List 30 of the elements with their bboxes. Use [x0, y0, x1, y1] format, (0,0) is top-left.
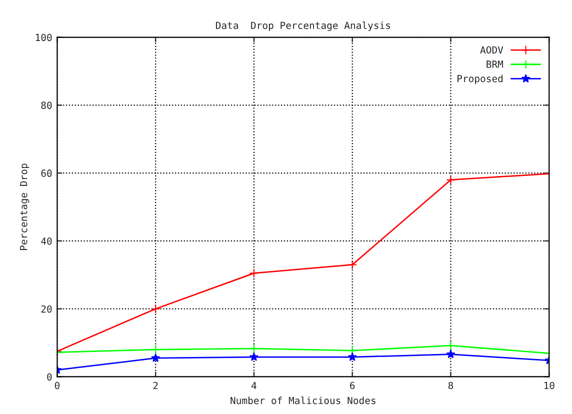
point: [249, 352, 258, 361]
y-tick-label: 100: [36, 34, 52, 42]
point: [348, 346, 358, 356]
y-tick-label: 20: [41, 305, 52, 313]
y-tick-label: 60: [41, 170, 52, 177]
y-tick-label: 40: [41, 237, 52, 245]
x-tick-label: 2: [153, 382, 158, 390]
x-tick-label: 8: [448, 382, 454, 390]
point: [446, 350, 456, 358]
point: [348, 260, 358, 270]
x-tick-label: 10: [544, 382, 554, 390]
point: [151, 353, 160, 362]
point: [249, 268, 259, 278]
y-tick-label: 0: [47, 373, 52, 381]
point: [446, 175, 456, 185]
legend-label: AODV: [480, 46, 504, 54]
y-tick-label: 80: [41, 102, 52, 110]
chart-title: Data Drop Percentage Analysis: [216, 21, 390, 32]
point: [249, 344, 259, 354]
point: [150, 304, 160, 314]
point: [446, 340, 456, 350]
x-tick-label: 0: [54, 382, 60, 390]
y-axis-title: Percentage Drop: [20, 164, 30, 250]
x-tick-label: 6: [350, 382, 355, 390]
point: [150, 344, 160, 354]
x-axis-title: Number of Malicious Nodes: [230, 396, 376, 404]
legend-label: BRM: [486, 60, 504, 68]
legend-label: Proposed: [458, 74, 503, 84]
x-tick-label: 4: [252, 382, 256, 390]
point: [348, 352, 357, 361]
